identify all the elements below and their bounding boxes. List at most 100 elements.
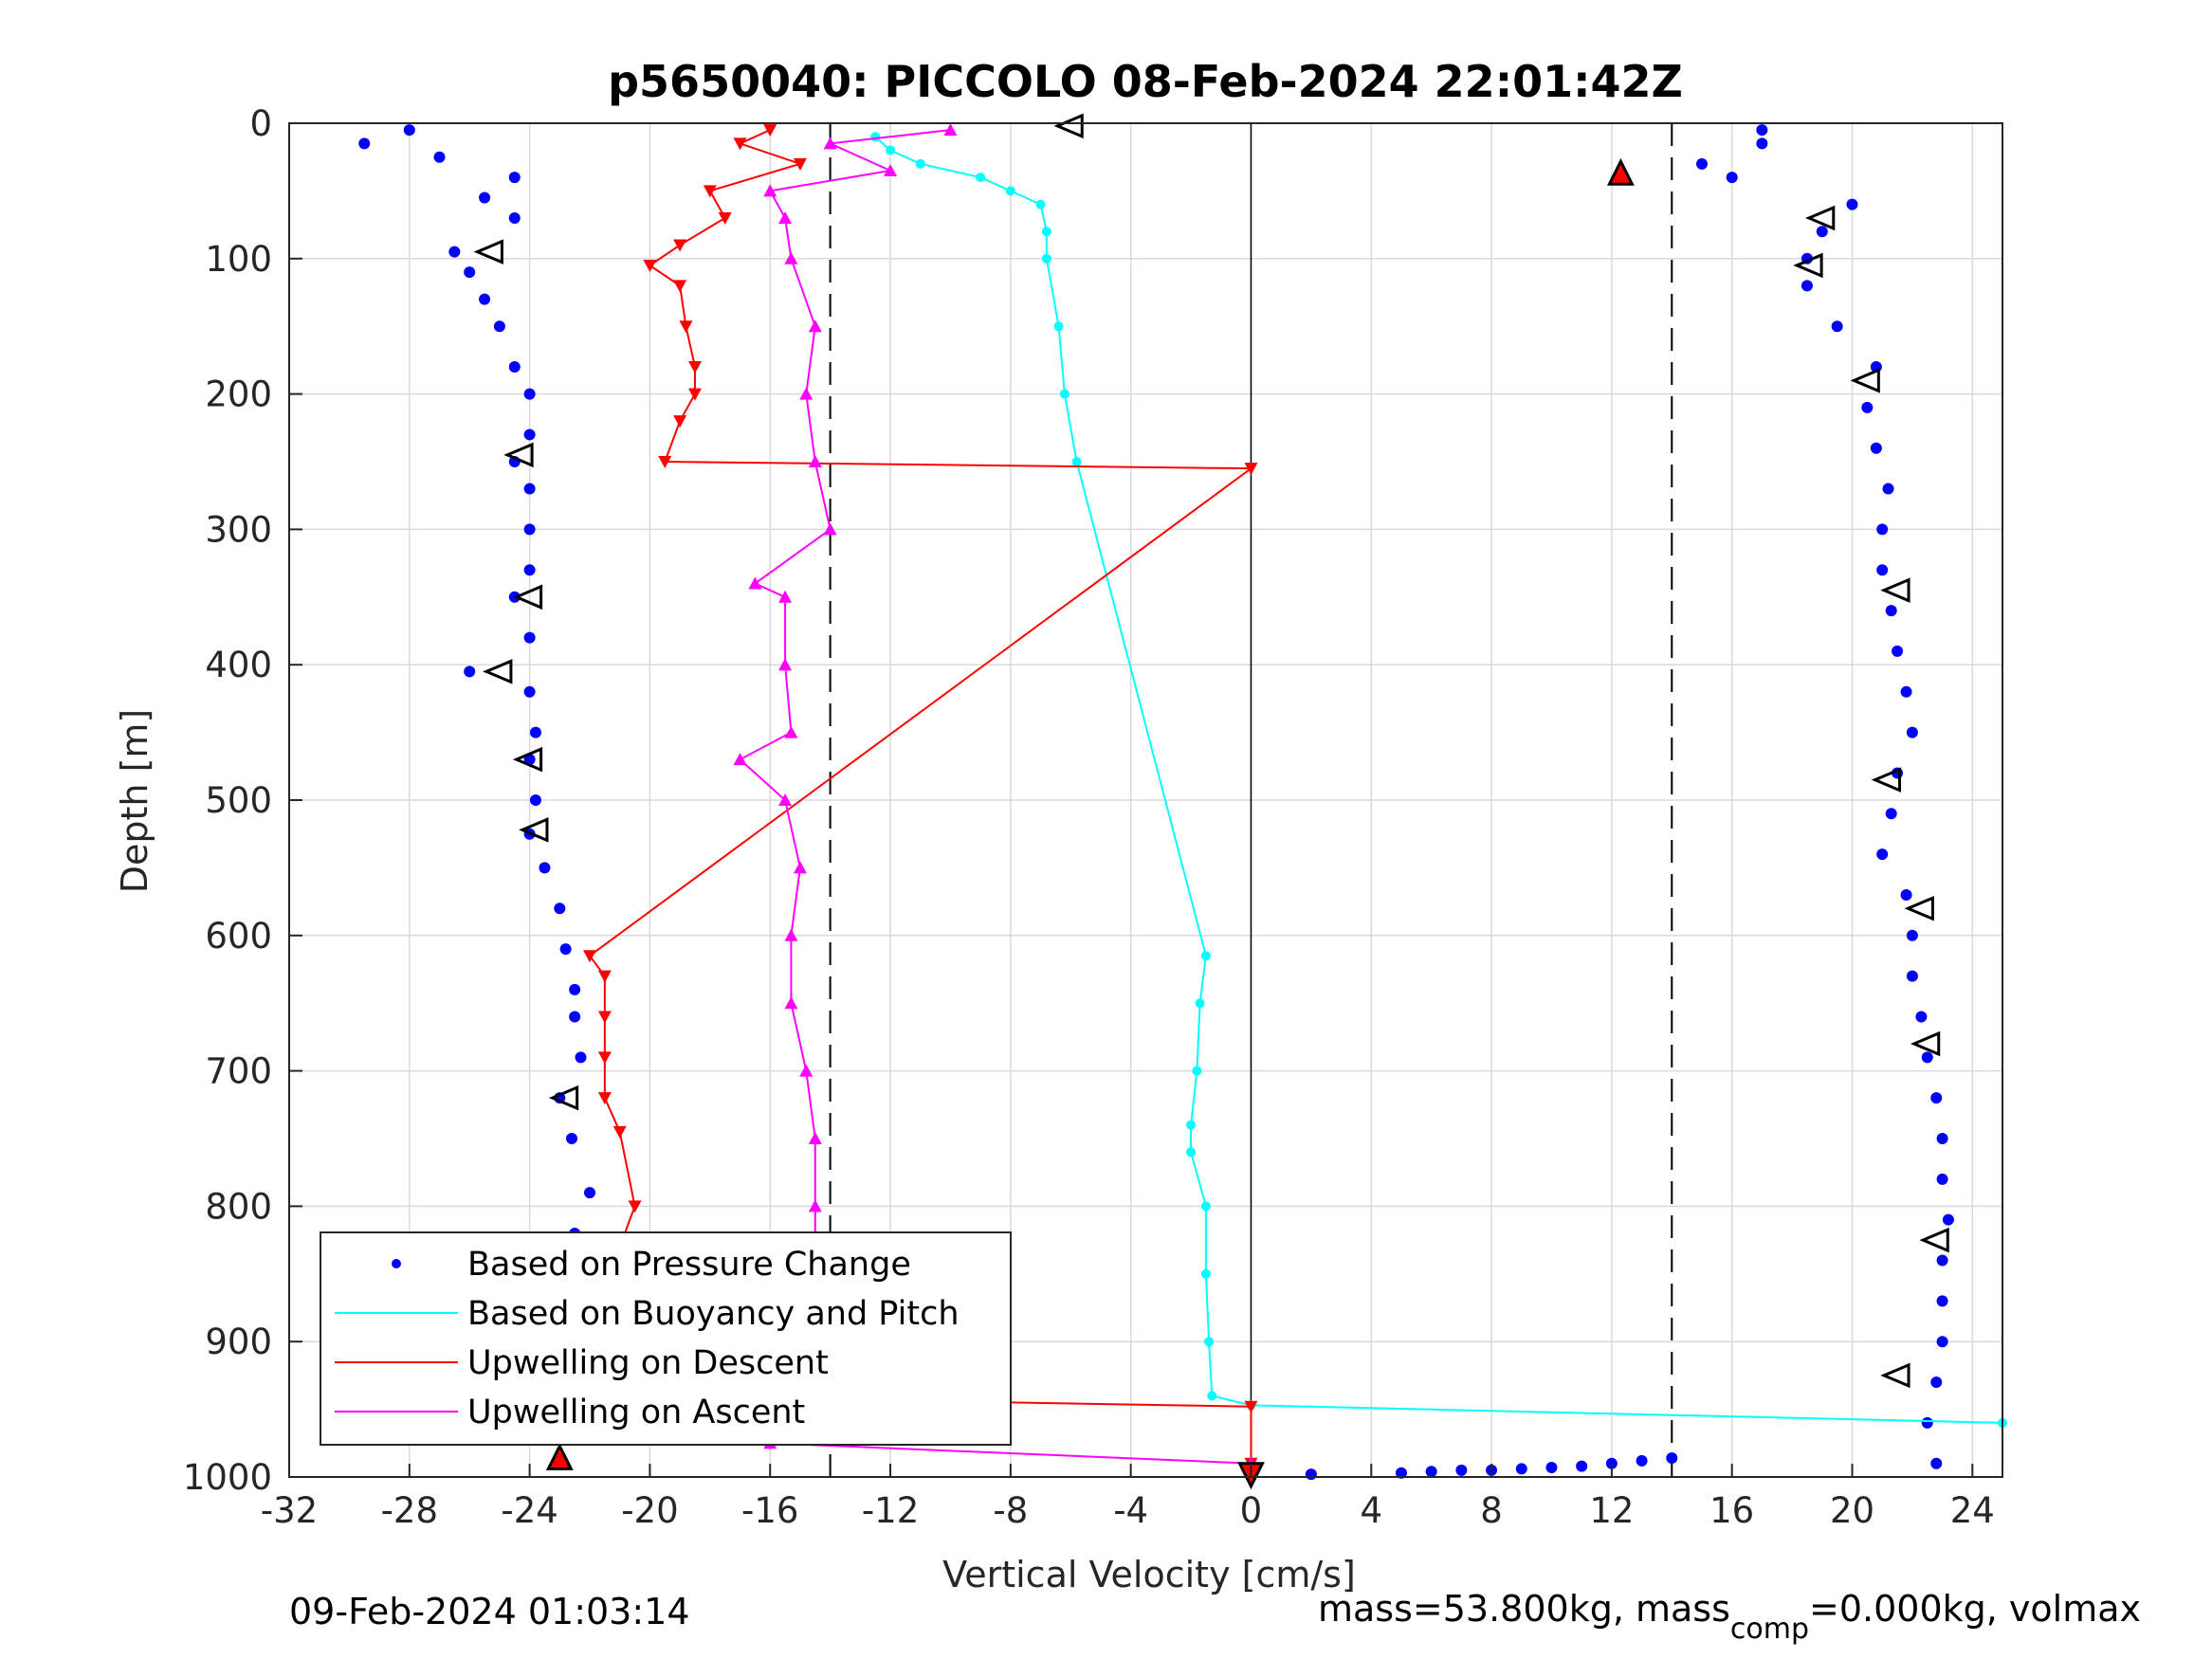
data-point-ascent <box>748 576 762 590</box>
data-point <box>1545 1462 1558 1474</box>
x-tick-label: -20 <box>621 1490 678 1531</box>
data-point-descent <box>597 1011 612 1024</box>
y-tick-label: 200 <box>205 374 272 415</box>
data-point-ascent <box>778 793 793 806</box>
y-tick-label: 300 <box>205 509 272 550</box>
data-point <box>1041 253 1051 264</box>
data-point <box>479 191 491 204</box>
data-point-descent <box>673 239 687 252</box>
series-group <box>870 132 2007 1428</box>
data-point <box>508 211 521 224</box>
data-point <box>1186 1120 1197 1130</box>
data-point <box>1207 1391 1217 1401</box>
profile-marker-triangle <box>1850 368 1880 393</box>
data-point <box>1921 1416 1933 1429</box>
data-point-ascent <box>763 184 777 197</box>
data-point <box>1936 1254 1948 1267</box>
data-point-ascent <box>778 658 793 671</box>
x-tick-label: 4 <box>1360 1490 1382 1531</box>
series-line <box>874 136 2003 1424</box>
data-point <box>1930 1376 1943 1389</box>
data-point <box>1605 1457 1618 1469</box>
x-tick-label: 0 <box>1240 1490 1263 1531</box>
x-tick-label: -12 <box>862 1490 919 1531</box>
data-point-descent <box>679 320 693 334</box>
legend-label-descent: Upwelling on Descent <box>467 1344 829 1382</box>
data-point <box>1726 172 1738 184</box>
data-point <box>915 158 925 169</box>
profile-marker-triangle <box>1053 113 1084 139</box>
data-point-descent <box>673 415 687 428</box>
data-point <box>870 132 881 142</box>
data-point <box>1035 199 1046 210</box>
data-point <box>1071 457 1082 466</box>
legend-label-ascent: Upwelling on Ascent <box>467 1394 805 1431</box>
data-point <box>523 523 536 536</box>
data-point <box>569 1011 581 1023</box>
data-point-ascent <box>808 1132 822 1144</box>
x-tick-label: 16 <box>1709 1490 1754 1531</box>
data-point <box>1882 483 1894 495</box>
data-point-descent <box>643 259 657 272</box>
profile-marker-triangle <box>512 584 543 611</box>
footer-timestamp: 09-Feb-2024 01:03:14 <box>289 1591 690 1632</box>
y-tick-label: 1000 <box>183 1457 272 1498</box>
data-point <box>1885 605 1897 617</box>
data-point <box>1906 970 1918 982</box>
data-point <box>1425 1466 1437 1478</box>
profile-marker-triangle <box>1910 1030 1941 1057</box>
data-point <box>1831 320 1843 333</box>
data-point <box>1930 1457 1943 1469</box>
data-point <box>464 266 476 279</box>
data-point <box>1186 1147 1197 1158</box>
data-point-ascent <box>784 928 798 941</box>
data-point-descent <box>597 1092 612 1105</box>
profile-marker-triangle <box>473 239 503 264</box>
data-point <box>1695 157 1708 170</box>
axes: -32 -28 -24 -20 -16 -12 -8 -4 0 4 8 12 16 20 24 0 100 200… <box>183 103 2003 1531</box>
data-point <box>569 983 581 995</box>
data-point <box>1921 1051 1933 1064</box>
data-point-ascent <box>778 210 793 224</box>
data-point <box>1900 685 1912 698</box>
profile-marker-triangle <box>1793 252 1823 279</box>
profile-marker-triangle <box>1880 577 1910 603</box>
x-tick-label: -4 <box>1113 1490 1148 1531</box>
data-point <box>1200 1201 1211 1212</box>
x-axis-label: Vertical Velocity [cm/s] <box>942 1554 1356 1595</box>
data-point <box>529 726 541 738</box>
data-point-descent <box>733 137 747 151</box>
data-point <box>1900 888 1912 901</box>
data-point <box>523 428 536 441</box>
data-point <box>1936 1133 1948 1144</box>
data-point-descent <box>718 211 732 225</box>
profile-marker-triangle <box>483 659 513 684</box>
x-tick-label: -32 <box>261 1490 318 1531</box>
data-point <box>1756 137 1768 150</box>
data-point <box>1816 226 1828 238</box>
data-point-ascent <box>823 522 837 536</box>
data-point-ascent <box>778 590 793 603</box>
data-point <box>1756 124 1768 137</box>
data-point-ascent <box>793 861 807 874</box>
legend-symbol-pressure <box>392 1259 401 1268</box>
turnaround-marker-up <box>1606 157 1635 186</box>
data-point <box>1846 198 1858 210</box>
y-axis-label: Depth [m] <box>114 709 155 894</box>
chart-title: p5650040: PICCOLO 08-Feb-2024 22:01:42Z <box>608 56 1683 107</box>
data-point <box>1930 1092 1943 1104</box>
data-point <box>1515 1463 1527 1475</box>
footer-mass-sub: comp <box>1730 1613 1809 1646</box>
footer-mass-a: mass=53.800kg, mass <box>1318 1588 1730 1630</box>
profile-marker-triangle <box>1919 1227 1949 1253</box>
data-point <box>1861 401 1874 413</box>
data-point <box>1892 645 1904 657</box>
data-point <box>1801 280 1813 292</box>
turnaround-marker-up <box>545 1443 574 1470</box>
data-point-descent <box>793 157 807 171</box>
data-point-ascent <box>784 725 798 738</box>
data-point-ascent <box>784 996 798 1010</box>
footer-mass-info: mass=53.800kg, masscomp=0.000kg, volmax <box>1318 1588 2141 1646</box>
grid-lines <box>288 122 2002 1478</box>
